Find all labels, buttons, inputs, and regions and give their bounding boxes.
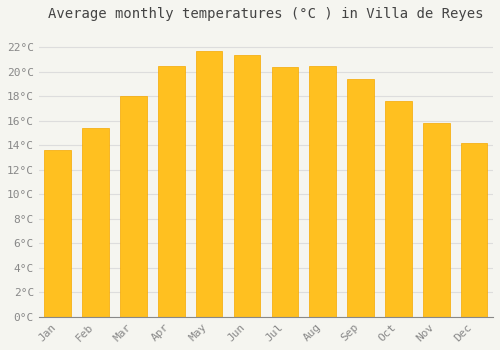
Bar xyxy=(120,96,146,317)
Bar xyxy=(310,66,336,317)
Title: Average monthly temperatures (°C ) in Villa de Reyes: Average monthly temperatures (°C ) in Vi… xyxy=(48,7,484,21)
Bar xyxy=(234,55,260,317)
Bar xyxy=(272,67,298,317)
Bar xyxy=(158,66,184,317)
Bar xyxy=(423,123,450,317)
Bar xyxy=(44,150,71,317)
Bar xyxy=(385,101,411,317)
Bar xyxy=(348,79,374,317)
Bar xyxy=(196,51,222,317)
Bar xyxy=(82,128,109,317)
Bar xyxy=(461,143,487,317)
